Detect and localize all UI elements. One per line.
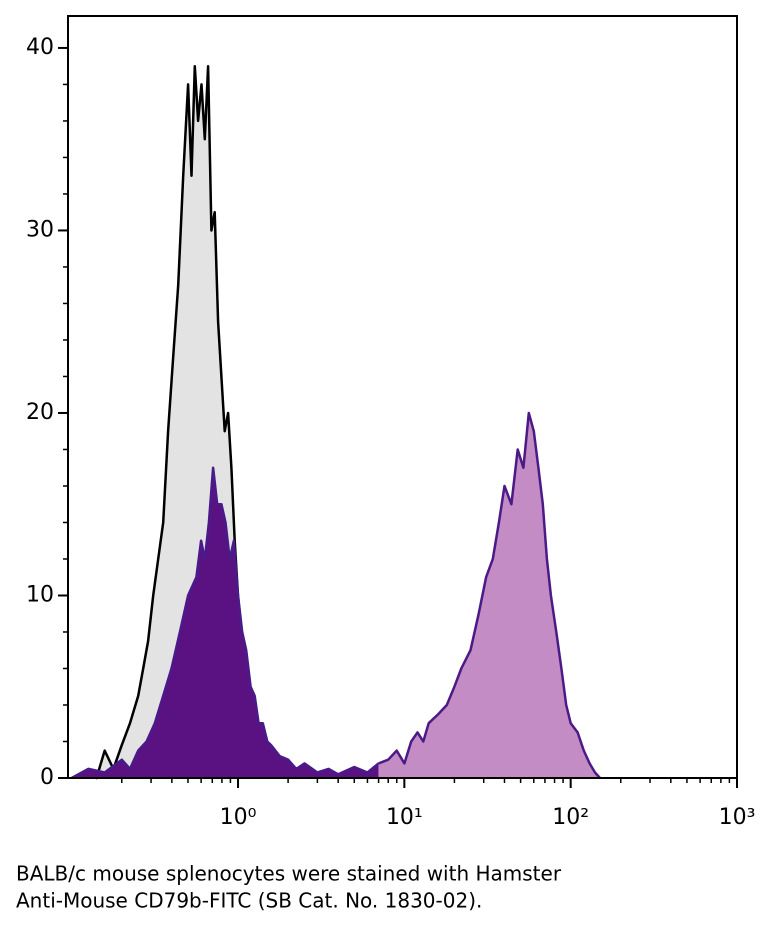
- y-tick-label: 10: [26, 582, 54, 607]
- y-tick-label: 20: [26, 400, 54, 425]
- histogram-line: [378, 411, 601, 779]
- x-tick-label: 10²: [552, 805, 589, 830]
- x-tick-label: 10⁰: [220, 805, 257, 830]
- x-tick-label: 10³: [719, 805, 756, 830]
- histogram-area: [71, 467, 379, 778]
- y-tick-label: 40: [26, 35, 54, 60]
- x-tick-label: 10¹: [386, 805, 423, 830]
- histogram-area: [378, 413, 600, 778]
- plot-frame: [67, 15, 738, 779]
- histogram-line: [71, 466, 380, 780]
- histogram-area: [79, 66, 305, 778]
- y-tick-label: 0: [40, 765, 54, 790]
- y-tick-label: 30: [26, 217, 54, 242]
- caption-line: BALB/c mouse splenocytes were stained wi…: [16, 862, 562, 886]
- caption-line: Anti-Mouse CD79b-FITC (SB Cat. No. 1830-…: [16, 889, 482, 913]
